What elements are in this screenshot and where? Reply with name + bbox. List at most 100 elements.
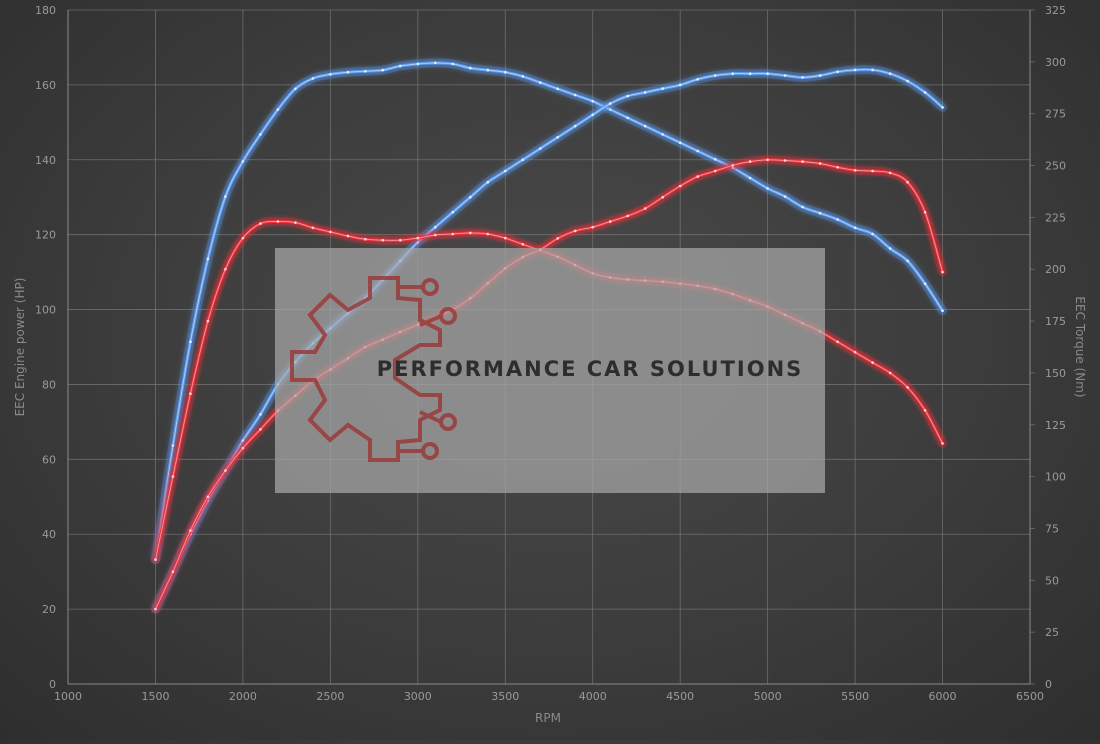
x-tick-label: 6000 — [929, 690, 957, 703]
data-point — [783, 195, 787, 198]
data-point — [241, 446, 245, 450]
data-point — [906, 180, 909, 184]
data-point — [591, 225, 594, 229]
x-tick-label: 3000 — [404, 690, 432, 703]
y-right-tick-label: 50 — [1045, 574, 1059, 587]
data-point — [189, 392, 192, 396]
data-point — [888, 171, 892, 175]
data-point — [836, 70, 839, 74]
data-point — [626, 214, 629, 218]
data-point — [783, 74, 787, 77]
data-point — [311, 77, 315, 80]
data-point — [888, 72, 892, 75]
data-point — [626, 116, 629, 120]
x-tick-label: 6500 — [1016, 690, 1044, 703]
data-point — [871, 232, 874, 236]
data-point — [434, 225, 437, 229]
data-point — [801, 76, 804, 79]
data-point — [259, 133, 262, 136]
y-right-tick-label: 150 — [1045, 367, 1066, 380]
data-point — [451, 210, 455, 214]
data-point — [643, 124, 647, 128]
data-point — [259, 413, 262, 416]
data-point — [241, 160, 245, 163]
y-right-tick-label: 325 — [1045, 4, 1066, 17]
blue-torque-series — [151, 58, 947, 565]
data-point — [678, 184, 682, 188]
data-point — [451, 232, 455, 236]
data-point — [556, 237, 559, 240]
data-point — [504, 169, 507, 173]
data-point — [311, 226, 315, 230]
data-point — [818, 74, 822, 77]
data-point — [871, 68, 874, 72]
data-point — [364, 69, 367, 73]
data-point — [399, 64, 402, 68]
data-point — [346, 234, 350, 238]
x-axis-title: RPM — [535, 711, 561, 725]
y-right-tick-label: 175 — [1045, 315, 1066, 328]
y-left-tick-label: 40 — [42, 528, 56, 541]
data-point — [206, 495, 210, 499]
data-point — [853, 68, 857, 72]
data-point — [521, 243, 525, 246]
data-point — [906, 386, 909, 389]
y-left-tick-label: 120 — [35, 229, 56, 242]
data-point — [626, 94, 629, 98]
data-point — [416, 62, 420, 66]
data-point — [224, 267, 227, 271]
y-right-axis-title: EEC Torque (Nm) — [1073, 296, 1087, 397]
data-point — [154, 558, 157, 561]
data-point — [906, 259, 909, 263]
data-point — [923, 91, 927, 94]
y-left-tick-label: 0 — [49, 678, 56, 691]
data-point — [713, 74, 717, 77]
data-point — [329, 73, 332, 76]
data-point — [224, 469, 227, 472]
data-point — [241, 236, 245, 240]
watermark: PERFORMANCE CAR SOLUTIONS — [275, 248, 825, 493]
data-point — [504, 236, 507, 240]
data-point — [696, 175, 699, 178]
y-left-tick-label: 100 — [35, 304, 56, 317]
data-point — [189, 340, 192, 344]
data-point — [521, 158, 525, 162]
data-point — [399, 238, 402, 242]
data-point — [941, 106, 944, 109]
data-point — [836, 218, 839, 221]
data-point — [539, 81, 542, 84]
data-point — [853, 226, 857, 230]
data-point — [381, 68, 385, 72]
data-point — [801, 160, 804, 163]
data-point — [836, 166, 839, 169]
gear-circuit-icon — [290, 276, 457, 462]
data-point — [941, 309, 944, 313]
data-point — [643, 207, 647, 210]
data-point — [696, 78, 699, 81]
data-point — [713, 158, 717, 161]
data-point — [661, 87, 664, 90]
data-point — [486, 68, 490, 72]
data-point — [346, 70, 350, 74]
data-point — [783, 159, 787, 162]
data-point — [241, 439, 245, 442]
data-point — [853, 350, 857, 354]
data-point — [871, 361, 874, 364]
data-point — [591, 99, 594, 103]
data-point — [434, 233, 437, 237]
data-point — [766, 72, 769, 75]
data-point — [276, 220, 280, 223]
data-point — [888, 371, 892, 375]
y-left-tick-label: 20 — [42, 603, 56, 616]
x-tick-label: 5500 — [841, 690, 869, 703]
y-right-tick-label: 300 — [1045, 56, 1066, 69]
data-point — [748, 160, 752, 163]
data-point — [469, 195, 472, 199]
data-point — [573, 93, 577, 97]
data-point — [941, 270, 944, 274]
data-point — [713, 169, 717, 173]
data-point — [469, 231, 472, 235]
data-point — [591, 113, 594, 117]
